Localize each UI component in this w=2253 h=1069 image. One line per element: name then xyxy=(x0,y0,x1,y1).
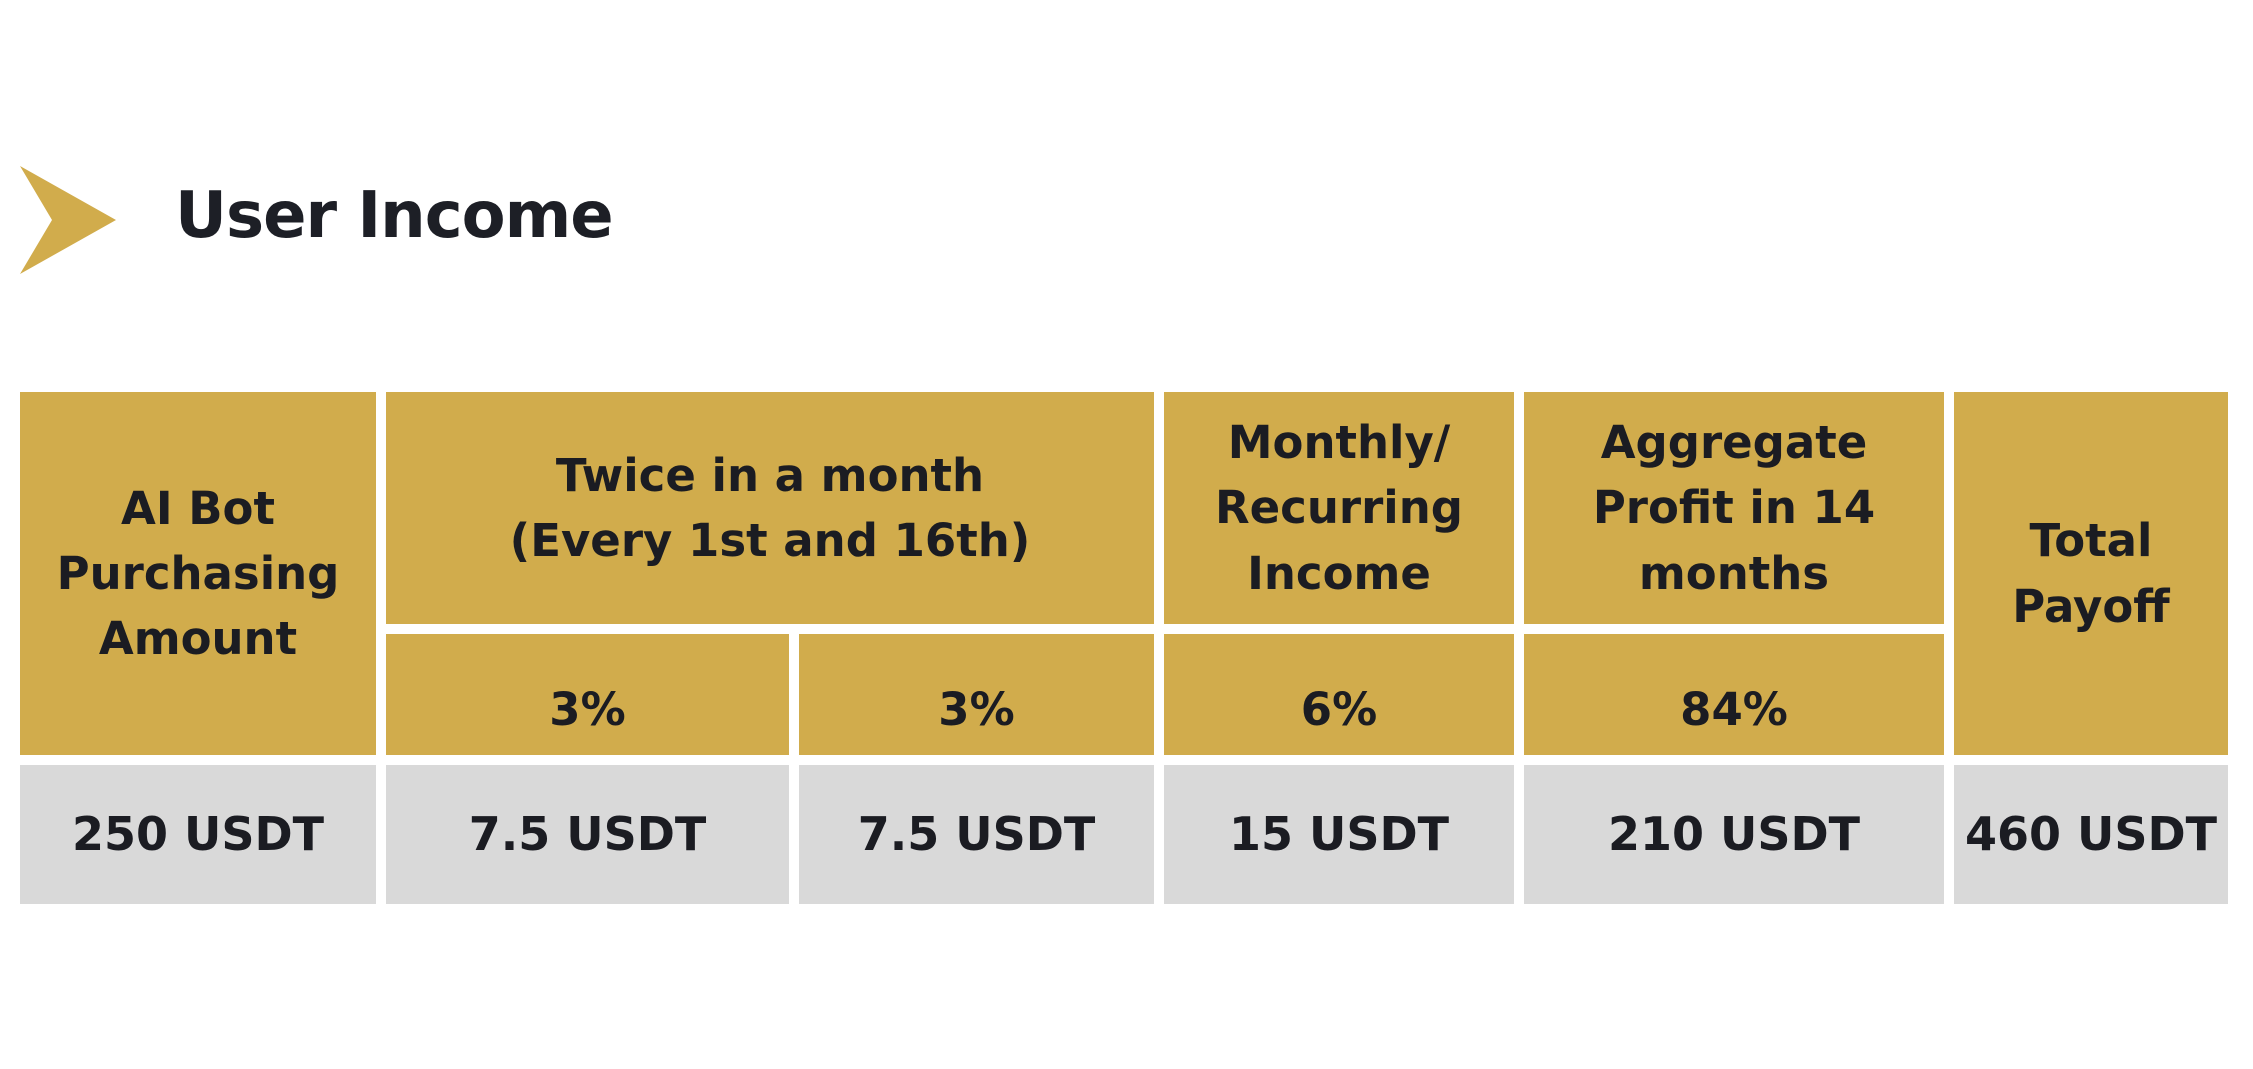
value-first-half: 7.5 USDT xyxy=(386,765,789,904)
header-monthly-income: Monthly/ Recurring Income xyxy=(1164,392,1514,624)
value-purchase-amount: 250 USDT xyxy=(20,765,376,904)
rate-first-half: 3% xyxy=(386,634,789,755)
chevron-right-icon xyxy=(20,166,116,274)
value-aggregate: 210 USDT xyxy=(1524,765,1944,904)
value-total-payoff: 460 USDT xyxy=(1954,765,2228,904)
header-twice-in-month: Twice in a month (Every 1st and 16th) xyxy=(386,392,1154,624)
rate-monthly: 6% xyxy=(1164,634,1514,755)
header-total-payoff: Total Payoff xyxy=(1954,392,2228,755)
header-purchase-amount: AI Bot Purchasing Amount xyxy=(20,392,376,755)
header-twice-line1: Twice in a month xyxy=(555,448,985,502)
rate-second-half: 3% xyxy=(799,634,1154,755)
value-second-half: 7.5 USDT xyxy=(799,765,1154,904)
header-twice-line2: (Every 1st and 16th) xyxy=(509,514,1031,567)
header-aggregate-profit: Aggregate Profit in 14 months xyxy=(1524,392,1944,624)
rate-aggregate: 84% xyxy=(1524,634,1944,755)
value-monthly: 15 USDT xyxy=(1164,765,1514,904)
page-title: User Income xyxy=(175,179,614,253)
